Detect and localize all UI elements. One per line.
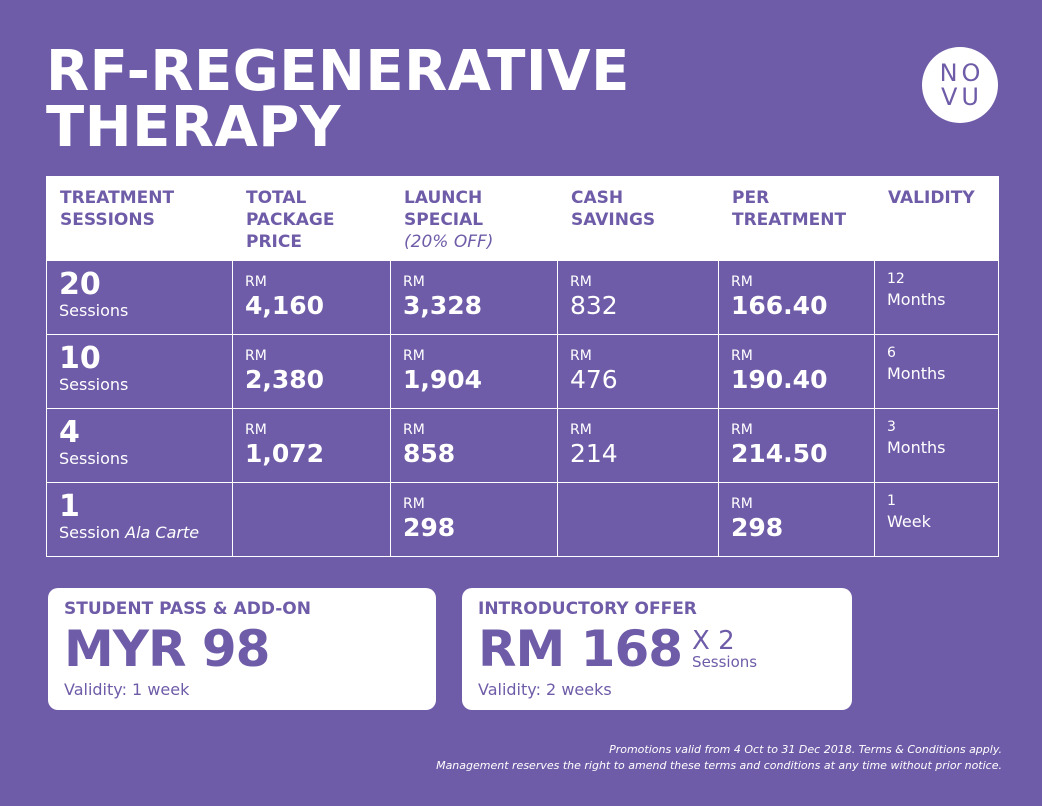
per-treatment-cell: RM 214.50 — [718, 408, 875, 483]
table-row: 4 Sessions RM 1,072 RM 858 RM 214 RM 214.50 3… — [46, 408, 999, 483]
per-treatment-cell: RM 298 — [718, 482, 875, 557]
intro-offer-validity: Validity: 2 weeks — [478, 680, 612, 699]
header-validity: VALIDITY — [874, 176, 999, 261]
student-pass-price: MYR 98 — [64, 620, 270, 678]
savings-cell: RM 476 — [557, 334, 719, 409]
student-pass-validity: Validity: 1 week — [64, 680, 190, 699]
introductory-offer-card: INTRODUCTORY OFFER RM 168 X 2 Sessions V… — [462, 588, 852, 710]
total-price-cell: RM 2,380 — [232, 334, 391, 409]
ala-carte-label: Ala Carte — [125, 523, 200, 542]
total-price-value: 1,072 — [245, 439, 325, 468]
per-treatment-value: 190.40 — [731, 365, 828, 394]
total-price-cell — [232, 482, 391, 557]
session-count: 20 — [59, 267, 101, 302]
logo-line-2: VU — [941, 83, 983, 111]
per-treatment-value: 298 — [731, 513, 784, 542]
intro-offer-title: INTRODUCTORY OFFER — [478, 599, 697, 619]
sessions-cell: 20 Sessions — [46, 260, 233, 335]
terms-footnote: Promotions valid from 4 Oct to 31 Dec 20… — [436, 742, 1002, 774]
launch-price-value: 1,904 — [403, 365, 483, 394]
page-title: RF-REGENERATIVE THERAPY — [46, 44, 630, 156]
table-row: 1 Session Ala Carte RM 298 RM 298 1 Week — [46, 482, 999, 557]
intro-offer-price-row: RM 168 X 2 Sessions — [478, 620, 836, 678]
session-label: Sessions — [59, 375, 129, 394]
validity-cell: 12 Months — [874, 260, 999, 335]
launch-price-value: 3,328 — [403, 291, 483, 320]
table-row: 10 Sessions RM 2,380 RM 1,904 RM 476 RM 190.4… — [46, 334, 999, 409]
per-treatment-value: 166.40 — [731, 291, 828, 320]
total-price-cell: RM 1,072 — [232, 408, 391, 483]
sessions-cell: 4 Sessions — [46, 408, 233, 483]
intro-offer-price: RM 168 — [478, 620, 683, 678]
session-label: Sessions — [59, 301, 129, 320]
launch-price-cell: RM 1,904 — [390, 334, 558, 409]
session-label: Session Ala Carte — [59, 523, 200, 542]
sessions-cell: 10 Sessions — [46, 334, 233, 409]
savings-value: 214 — [570, 439, 618, 468]
validity-cell: 3 Months — [874, 408, 999, 483]
validity-cell: 6 Months — [874, 334, 999, 409]
total-price-value: 2,380 — [245, 365, 325, 394]
per-treatment-cell: RM 190.40 — [718, 334, 875, 409]
savings-value: 476 — [570, 365, 618, 394]
session-count: 4 — [59, 415, 80, 450]
pricing-header-row: TREATMENT SESSIONS TOTAL PACKAGE PRICE L… — [46, 176, 999, 261]
sessions-cell: 1 Session Ala Carte — [46, 482, 233, 557]
header-per-treatment: PER TREATMENT — [718, 176, 875, 261]
header-total-package-price: TOTAL PACKAGE PRICE — [232, 176, 391, 261]
footnote-line-1: Promotions valid from 4 Oct to 31 Dec 20… — [609, 743, 1002, 756]
savings-cell — [557, 482, 719, 557]
launch-price-cell: RM 858 — [390, 408, 558, 483]
title-line-1: RF-REGENERATIVE — [46, 39, 630, 104]
launch-price-value: 298 — [403, 513, 456, 542]
validity-cell: 1 Week — [874, 482, 999, 557]
launch-price-cell: RM 298 — [390, 482, 558, 557]
launch-price-cell: RM 3,328 — [390, 260, 558, 335]
per-treatment-value: 214.50 — [731, 439, 828, 468]
header-launch-special-discount: (20% OFF) — [404, 232, 494, 252]
table-row: 20 Sessions RM 4,160 RM 3,328 RM 832 RM 166.4… — [46, 260, 999, 335]
total-price-cell: RM 4,160 — [232, 260, 391, 335]
per-treatment-cell: RM 166.40 — [718, 260, 875, 335]
header-treatment-sessions: TREATMENT SESSIONS — [46, 176, 233, 261]
novu-logo: NO VU — [922, 47, 998, 123]
title-line-2: THERAPY — [46, 95, 341, 160]
student-pass-title: STUDENT PASS & ADD-ON — [64, 599, 311, 619]
header-launch-special: LAUNCH SPECIAL (20% OFF) — [390, 176, 558, 261]
header-cash-savings: CASH SAVINGS — [557, 176, 719, 261]
savings-cell: RM 214 — [557, 408, 719, 483]
total-price-value: 4,160 — [245, 291, 325, 320]
multiplier-value: X 2 — [692, 626, 735, 656]
logo-line-1: NO — [939, 59, 985, 87]
session-count: 10 — [59, 341, 101, 376]
session-label: Sessions — [59, 449, 129, 468]
student-pass-card: STUDENT PASS & ADD-ON MYR 98 Validity: 1… — [48, 588, 436, 710]
pricing-table: TREATMENT SESSIONS TOTAL PACKAGE PRICE L… — [46, 176, 999, 557]
savings-value: 832 — [570, 291, 618, 320]
multiplier-label: Sessions — [692, 653, 758, 671]
footnote-line-2: Management reserves the right to amend t… — [436, 759, 1002, 772]
intro-offer-multiplier: X 2 Sessions — [692, 628, 757, 670]
launch-price-value: 858 — [403, 439, 456, 468]
savings-cell: RM 832 — [557, 260, 719, 335]
session-count: 1 — [59, 489, 80, 524]
